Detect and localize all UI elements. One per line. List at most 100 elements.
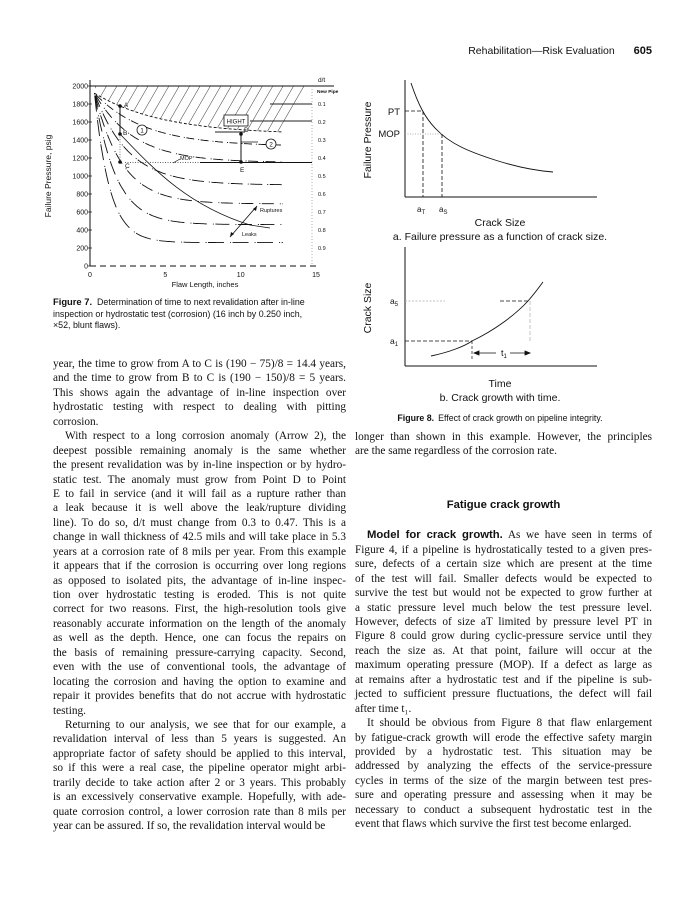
ruptures-label: Ruptures	[260, 208, 283, 214]
region-label-box	[223, 114, 249, 127]
leak-rupture-arrow	[229, 205, 258, 238]
text-line: change in wall thickness of 42.5 mils an…	[53, 531, 346, 544]
text-line: the basis of remaining pressure-carrying…	[53, 646, 346, 659]
figure-8a-plot: PT MOP aT aS Failure Pressure Crack Size…	[362, 80, 607, 243]
text-line: reasonably accurate information on the l…	[53, 617, 346, 630]
dt-curve	[94, 92, 283, 146]
y-tick-label: 600	[76, 210, 88, 217]
text-line: line). To do so, d/t must change from 0.…	[53, 516, 346, 529]
text-line: a static pressure level much below the t…	[355, 601, 652, 614]
point-e-label: E	[240, 167, 245, 174]
mop-label: MOP	[378, 129, 400, 140]
line-text: As we have seen in terms of	[502, 529, 652, 542]
t1-label: t1	[501, 348, 508, 360]
crack-growth-curve	[430, 281, 544, 357]
text-line: appropriate factor of safety should be a…	[53, 747, 346, 760]
y-axis-label: Failure Pressure, psig	[43, 134, 53, 217]
dt-curve	[94, 93, 283, 205]
text-line: hydrostatic testing with respect to deal…	[53, 401, 346, 414]
text-line: after time t₁.	[355, 702, 412, 715]
paragraph: year, the time to grow from A to C is (1…	[53, 357, 346, 429]
arrow-2-label: 2	[269, 142, 273, 149]
arrowheads	[230, 206, 257, 237]
leak-rupture-divider	[119, 133, 271, 229]
y-axis-label: Crack Size	[362, 282, 374, 333]
text-line: sure and operating pressure and assessin…	[355, 789, 652, 802]
caption-text: Effect of crack growth on pipeline integ…	[438, 413, 602, 423]
figure-7-caption: Figure 7. Determination of time to next …	[53, 296, 348, 332]
data-points	[118, 104, 243, 164]
y-tick-label: 800	[76, 192, 88, 199]
point-d-label: D	[244, 127, 249, 134]
y-tick-label: 2000	[72, 84, 88, 91]
caption-label: Figure 7.	[53, 296, 93, 307]
intro-paragraph: longer than shown in this example. Howev…	[355, 430, 652, 459]
paragraph: It should be obvious from Figure 8 that …	[355, 716, 652, 832]
text-line: necessary to conduct a subsequent hydros…	[355, 803, 652, 816]
text-line: provided by a hydrostatic test. This sit…	[355, 745, 652, 758]
section-heading: Fatigue crack growth	[446, 498, 561, 511]
y-tick-label: 400	[76, 228, 88, 235]
figure-8b-plot: t1 a5 a1 Crack Size Time b. Crack growth…	[362, 247, 597, 404]
right-text-column: longer than shown in this example. Howev…	[355, 430, 652, 832]
text-line: year, the time to grow from A to C is (1…	[53, 358, 346, 370]
caption-label: Figure 8.	[397, 413, 434, 423]
dt-value-label: 0.4	[318, 156, 326, 162]
x-axis-label: Time	[489, 378, 512, 390]
text-line: corrosion.	[53, 415, 99, 428]
t1-arrow	[472, 350, 532, 356]
text-line: longer than shown in this example. Howev…	[355, 431, 652, 443]
text-line: sure, defects of a certain size which ar…	[355, 558, 652, 571]
text-line: as opposed to isolated pits, the advanta…	[53, 574, 346, 587]
dt-curve	[94, 92, 283, 163]
text-line: However, defects of size aT limited by p…	[355, 616, 652, 628]
point-a-label: A	[124, 103, 128, 109]
x-tick-label: 10	[237, 272, 245, 279]
caption-line: inspection or hydrostatic test (corrosio…	[53, 308, 303, 319]
x-axis-label: Flaw Length, inches	[172, 280, 239, 289]
subcaption-a: a. Failure pressure as a function of cra…	[393, 231, 607, 243]
arrow-2-marker	[265, 138, 277, 150]
dt-value-label: 0.6	[318, 192, 326, 198]
text-line: by fatigue-crack growth will erode the e…	[355, 731, 652, 744]
x-tick-label: 15	[312, 272, 320, 279]
y-tick-label: 1800	[72, 102, 88, 109]
section-body: Model for crack growth. As we have seen …	[355, 528, 652, 831]
dt-new-pipe: New Pipe	[317, 89, 339, 95]
leaks-label: Leaks	[242, 232, 257, 238]
y-tick-label: 0	[84, 264, 88, 271]
text-line: is an excessively conservative example. …	[53, 791, 346, 804]
text-line: cycles in terms of the size of the margi…	[355, 774, 652, 787]
pt-dashes	[405, 110, 424, 197]
dt-value-label: 0.3	[318, 138, 326, 144]
text-line: event that flaws which survive the first…	[355, 818, 632, 831]
dt-curve	[94, 92, 283, 133]
text-line: This shows again the advantage of in-lin…	[53, 386, 346, 399]
dt-value-label: 0.1	[318, 102, 326, 108]
y-axis-label: Failure Pressure	[362, 101, 374, 178]
text-line: survive the test but would not be expect…	[355, 587, 652, 600]
x-tick-labels: 0 5 10 15	[88, 272, 320, 279]
caption-line: Figure 7. Determination of time to next …	[53, 296, 348, 309]
dt-value-label: 0.8	[318, 228, 326, 234]
a5-label: a5	[390, 296, 399, 308]
paragraph: Model for crack growth. As we have seen …	[355, 528, 652, 716]
dt-labels: 0.1 0.2 0.3 0.4 0.5 0.6 0.7 0.8 0.9	[318, 102, 326, 252]
paragraph: With respect to a long corrosion anomaly…	[53, 429, 346, 718]
y-tick-label: 1600	[72, 120, 88, 127]
paragraph: Returning to our analysis, we see that f…	[53, 718, 346, 834]
hatched-bars	[215, 103, 312, 133]
text-line: a leak because it is well above the leak…	[53, 502, 346, 515]
text-line: jected to sufficient pressure fluctuatio…	[355, 688, 652, 701]
dt-value-label: 0.9	[318, 246, 326, 252]
text-line: years at a corrosion rate of 8 mils per …	[53, 545, 346, 558]
dt-value-label: 0.7	[318, 210, 326, 216]
text-line: tion over hydrostatic testing is eroded.…	[53, 589, 346, 601]
dt-curve	[94, 93, 283, 186]
text-line: of the test will fail. Smaller defects w…	[355, 572, 652, 585]
text-line: With respect to a long corrosion anomaly…	[65, 430, 346, 443]
text-line: deepest possible remaining anomaly is th…	[53, 444, 346, 457]
text-line: quate corrosion control, a lower corrosi…	[53, 805, 346, 818]
dt-curve	[94, 93, 283, 226]
